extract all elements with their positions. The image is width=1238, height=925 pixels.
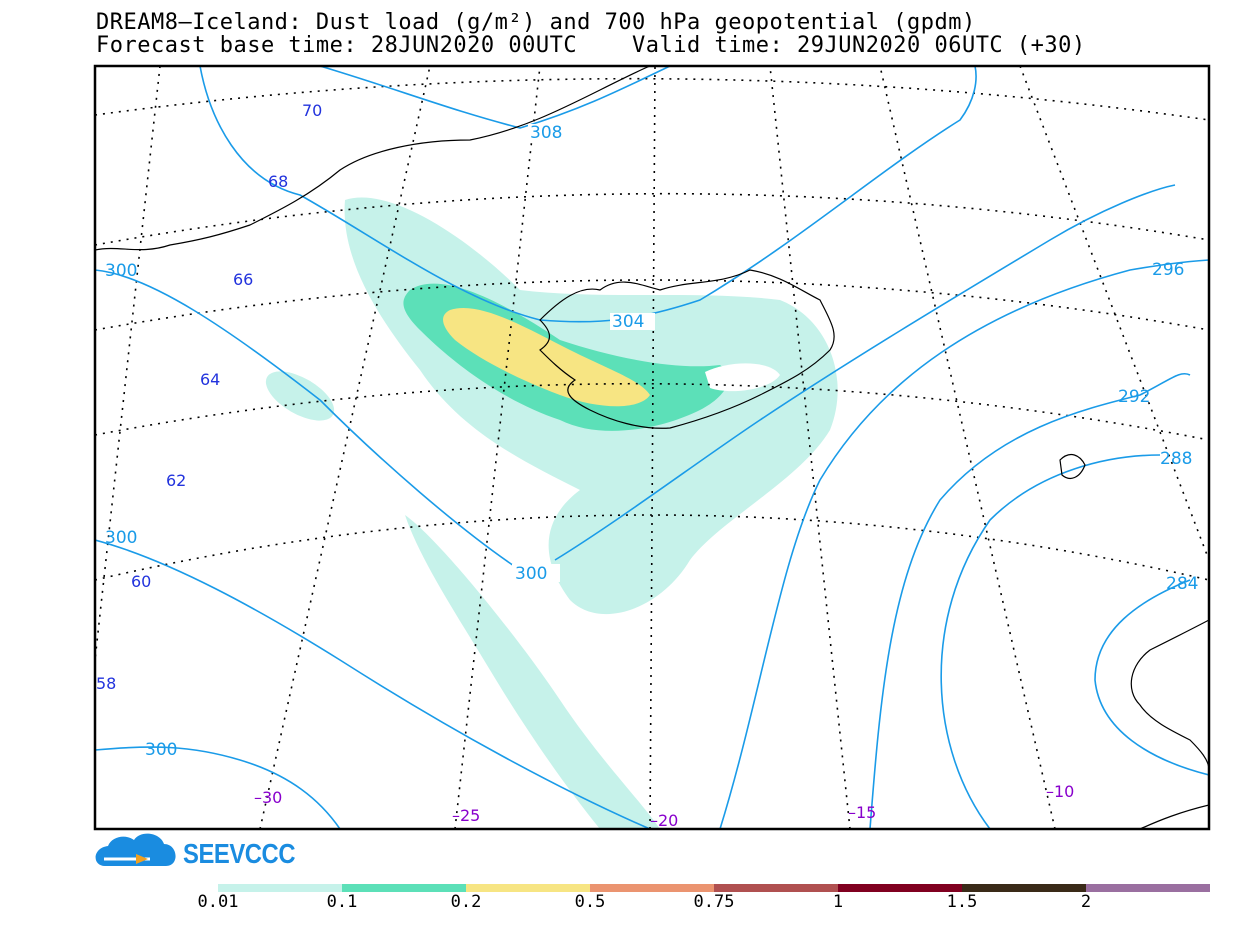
seevccc-logo-icon [95, 833, 176, 866]
lon-label-15: –15 [848, 803, 876, 822]
map-title: DREAM8—Iceland: Dust load (g/m²) and 700… [96, 10, 976, 35]
colorbar-swatch-3 [590, 884, 714, 892]
colorbar-swatch-0 [218, 884, 342, 892]
colorbar-swatch-1 [342, 884, 466, 892]
map-frame [93, 64, 1211, 831]
latitude-labels: 70 68 66 64 62 60 58 [96, 101, 322, 693]
colorbar-swatch-5 [838, 884, 962, 892]
lat-label-60: 60 [131, 572, 151, 591]
geopotential-labels: 308 304 300 300 300 300 296 292 288 284 [105, 123, 1198, 760]
colorbar-label: 1.5 [946, 892, 978, 912]
longitude-labels: –30 –25 –20 –15 –10 [254, 782, 1074, 830]
colorbar-swatch-4 [714, 884, 838, 892]
colorbar-label: 0.5 [574, 892, 606, 912]
colorbar-label: 0.2 [450, 892, 482, 912]
map-subtitle-times: Forecast base time: 28JUN2020 00UTC Vali… [96, 33, 1086, 58]
colorbar-swatch-2 [466, 884, 590, 892]
lon-label-25: –25 [452, 806, 480, 825]
colorbar-swatch-7 [1086, 884, 1210, 892]
colorbar-swatch-6 [962, 884, 1086, 892]
contour-label-300-d: 300 [145, 740, 177, 760]
colorbar-label: 0.01 [197, 892, 239, 912]
contour-label-308: 308 [530, 123, 562, 143]
lat-label-66: 66 [233, 270, 253, 289]
colorbar-label: 0.75 [693, 892, 735, 912]
contour-label-300-b: 300 [515, 564, 547, 584]
graticule [95, 66, 1209, 829]
coastlines [95, 66, 1209, 829]
seevccc-logo-text: SEEVCCC [183, 838, 296, 869]
lon-label-20: –20 [650, 811, 678, 830]
lon-label-10: –10 [1046, 782, 1074, 801]
lon-label-30: –30 [254, 788, 282, 807]
contour-label-284: 284 [1166, 574, 1198, 594]
dust-shading-0.01 [265, 197, 838, 829]
lat-label-58: 58 [96, 674, 116, 693]
geopotential-contours [95, 66, 1209, 829]
lat-label-62: 62 [166, 471, 186, 490]
colorbar-label: 2 [1080, 892, 1092, 912]
lat-label-68: 68 [268, 172, 288, 191]
lat-label-64: 64 [200, 370, 220, 389]
colorbar-label: 0.1 [326, 892, 358, 912]
contour-label-296: 296 [1152, 260, 1184, 280]
colorbar-label: 1 [832, 892, 844, 912]
contour-label-304: 304 [612, 312, 644, 332]
lat-label-70: 70 [302, 101, 322, 120]
contour-label-300-a: 300 [105, 261, 137, 281]
contour-label-300-c: 300 [105, 528, 137, 548]
contour-label-288: 288 [1160, 449, 1192, 469]
contour-label-292: 292 [1118, 387, 1150, 407]
